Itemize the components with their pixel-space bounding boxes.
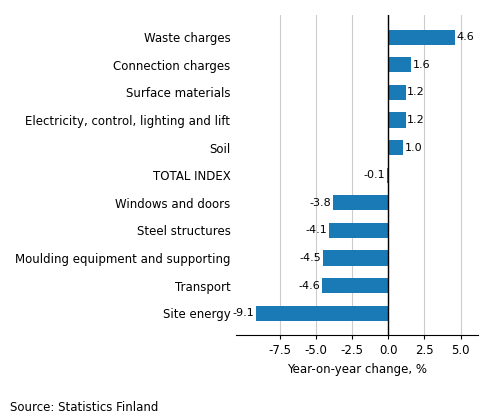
Text: 1.6: 1.6	[413, 60, 431, 70]
Text: 4.6: 4.6	[457, 32, 474, 42]
Bar	[323, 250, 388, 266]
Bar	[321, 278, 388, 293]
Bar	[388, 85, 406, 100]
Bar	[388, 57, 411, 72]
Text: -4.1: -4.1	[305, 225, 327, 235]
Bar	[387, 168, 388, 183]
Bar	[388, 30, 455, 45]
Text: -9.1: -9.1	[233, 308, 254, 318]
X-axis label: Year-on-year change, %: Year-on-year change, %	[287, 363, 427, 376]
Bar	[388, 112, 406, 128]
Bar	[329, 223, 388, 238]
Bar	[333, 195, 388, 210]
Text: -3.8: -3.8	[310, 198, 331, 208]
Text: 1.2: 1.2	[407, 115, 425, 125]
Text: 1.2: 1.2	[407, 87, 425, 97]
Text: -4.6: -4.6	[298, 281, 320, 291]
Bar	[256, 306, 388, 321]
Bar	[388, 140, 403, 155]
Text: Source: Statistics Finland: Source: Statistics Finland	[10, 401, 158, 414]
Text: -0.1: -0.1	[363, 170, 385, 180]
Text: 1.0: 1.0	[404, 143, 422, 153]
Text: -4.5: -4.5	[299, 253, 321, 263]
